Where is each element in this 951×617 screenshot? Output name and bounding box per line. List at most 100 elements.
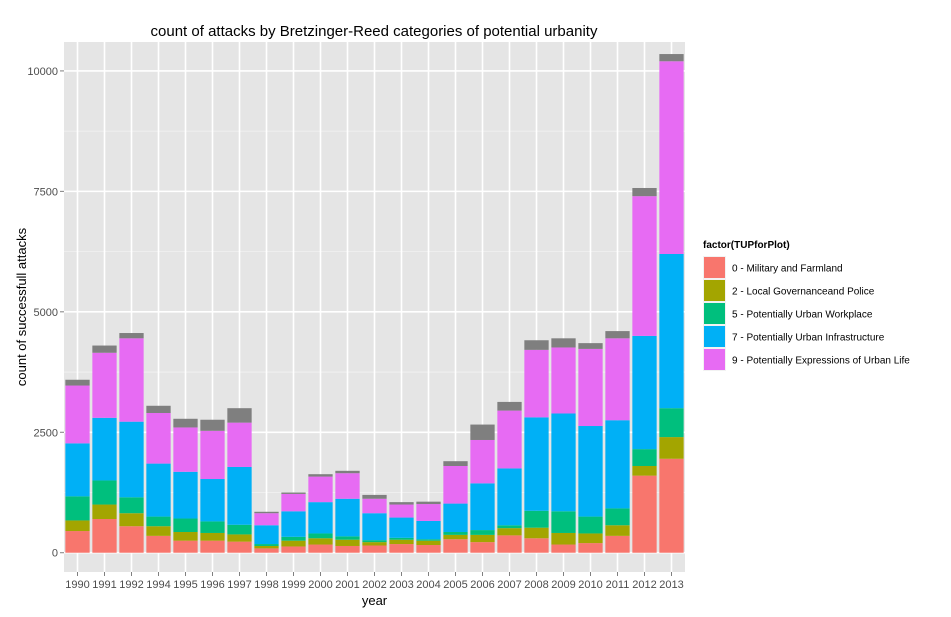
bar-segment-2006-2 [470, 530, 495, 535]
bar-segment-1991-1 [92, 504, 117, 519]
bar-segment-2013-4 [659, 61, 684, 254]
legend-key [704, 257, 725, 278]
x-tick-label: 2013 [659, 579, 683, 591]
bar-segment-1999-0 [281, 546, 306, 553]
bar-segment-2003-3 [389, 517, 414, 538]
bar-segment-1995-3 [173, 471, 198, 519]
bar-segment-2011-3 [605, 420, 630, 509]
bar-segment-2010-5 [578, 343, 603, 349]
bar-segment-2004-4 [416, 504, 441, 521]
bar-segment-2007-1 [497, 528, 522, 536]
bar-segment-1998-4 [254, 513, 279, 526]
bar-segment-1990-3 [65, 443, 90, 497]
bar-segment-1992-4 [119, 338, 144, 422]
bar-segment-2011-1 [605, 525, 630, 536]
bar-segment-1994-1 [146, 526, 171, 536]
bar-segment-1995-1 [173, 532, 198, 541]
bar-segment-1997-3 [227, 466, 252, 525]
legend-label: 9 - Potentially Expressions of Urban Lif… [732, 356, 910, 367]
bar-segment-1994-0 [146, 535, 171, 553]
bar-segment-2007-3 [497, 468, 522, 526]
bar-segment-1994-2 [146, 516, 171, 527]
bar-segment-1996-0 [200, 540, 225, 553]
bar-segment-1995-0 [173, 540, 198, 553]
bar-segment-2010-2 [578, 516, 603, 534]
bar-segment-2012-3 [632, 335, 657, 450]
bar-segment-1995-4 [173, 427, 198, 472]
bar-segment-2000-0 [308, 544, 333, 553]
bar-segment-2011-2 [605, 508, 630, 526]
x-tick-label: 2003 [389, 579, 413, 591]
bar-segment-2009-5 [551, 338, 576, 348]
bar-segment-1999-2 [281, 536, 306, 541]
bar-segment-2012-0 [632, 475, 657, 553]
bar-segment-1999-4 [281, 493, 306, 512]
bar-segment-1994-5 [146, 405, 171, 413]
x-tick-label: 1998 [254, 579, 278, 591]
bar-segment-1991-2 [92, 480, 117, 505]
y-tick-label: 5000 [34, 307, 58, 319]
bar-segment-1998-5 [254, 511, 279, 514]
legend-items: 0 - Military and Farmland 2 - Local Gover… [703, 256, 910, 371]
x-tick-label: 2004 [416, 579, 440, 591]
bar-segment-2011-4 [605, 338, 630, 421]
bar-segment-2002-1 [362, 542, 387, 546]
x-tick-label: 2010 [578, 579, 602, 591]
x-tick-label: 2009 [551, 579, 575, 591]
x-tick-label: 2005 [443, 579, 467, 591]
bar-segment-2001-4 [335, 473, 360, 499]
bar-segment-2005-1 [443, 534, 468, 540]
bar-segment-2007-4 [497, 410, 522, 469]
bar-segment-1997-5 [227, 408, 252, 423]
x-axis-title: year [362, 593, 388, 608]
bar-segment-2006-4 [470, 439, 495, 484]
x-tick-label: 1996 [200, 579, 224, 591]
bar-stacks [65, 54, 684, 553]
bar-segment-2001-5 [335, 470, 360, 474]
bar-segment-1992-1 [119, 513, 144, 527]
bar-segment-2000-4 [308, 476, 333, 503]
bar-segment-1998-2 [254, 544, 279, 546]
bar-segment-2013-3 [659, 254, 684, 409]
legend-key [704, 303, 725, 324]
bar-segment-2002-4 [362, 498, 387, 514]
x-tick-label: 1999 [281, 579, 305, 591]
bar-segment-2010-4 [578, 348, 603, 427]
bar-segment-2012-4 [632, 196, 657, 336]
bar-segment-2006-0 [470, 542, 495, 553]
bar-segment-1998-1 [254, 545, 279, 549]
bar-segment-2004-0 [416, 545, 441, 553]
x-axis-ticks: 1990 1991 1992 1994 1995 1996 1997 1998 1999 2000… [65, 572, 684, 591]
bar-segment-2003-4 [389, 504, 414, 518]
bar-segment-2007-5 [497, 401, 522, 411]
x-tick-label: 2006 [470, 579, 494, 591]
bar-segment-2013-2 [659, 408, 684, 438]
bar-segment-2013-5 [659, 54, 684, 62]
bar-segment-2009-3 [551, 413, 576, 512]
x-tick-label: 2007 [497, 579, 521, 591]
bar-segment-2009-2 [551, 511, 576, 533]
bar-segment-2005-4 [443, 466, 468, 504]
bar-segment-2004-3 [416, 520, 441, 540]
bar-segment-1990-4 [65, 385, 90, 444]
bar-segment-2000-2 [308, 533, 333, 539]
bar-segment-1997-1 [227, 534, 252, 542]
y-tick-label: 2500 [34, 427, 58, 439]
x-tick-label: 2011 [606, 579, 630, 591]
bar-segment-2006-5 [470, 424, 495, 440]
bar-segment-1992-3 [119, 421, 144, 498]
bar-segment-2006-3 [470, 483, 495, 531]
legend-key [704, 349, 725, 370]
x-tick-label: 2000 [308, 579, 332, 591]
bar-segment-1996-5 [200, 419, 225, 431]
bar-segment-2011-5 [605, 331, 630, 339]
bar-segment-2005-5 [443, 461, 468, 466]
legend: factor(TUPforPlot) 0 - Military and Farm… [703, 240, 910, 371]
x-tick-label: 1992 [119, 579, 143, 591]
legend-title: factor(TUPforPlot) [703, 240, 790, 251]
bar-segment-1996-2 [200, 521, 225, 533]
bar-segment-2001-1 [335, 539, 360, 546]
legend-key [704, 280, 725, 301]
bar-segment-1996-3 [200, 479, 225, 522]
y-axis-title: count of successfull attacks [14, 227, 29, 386]
